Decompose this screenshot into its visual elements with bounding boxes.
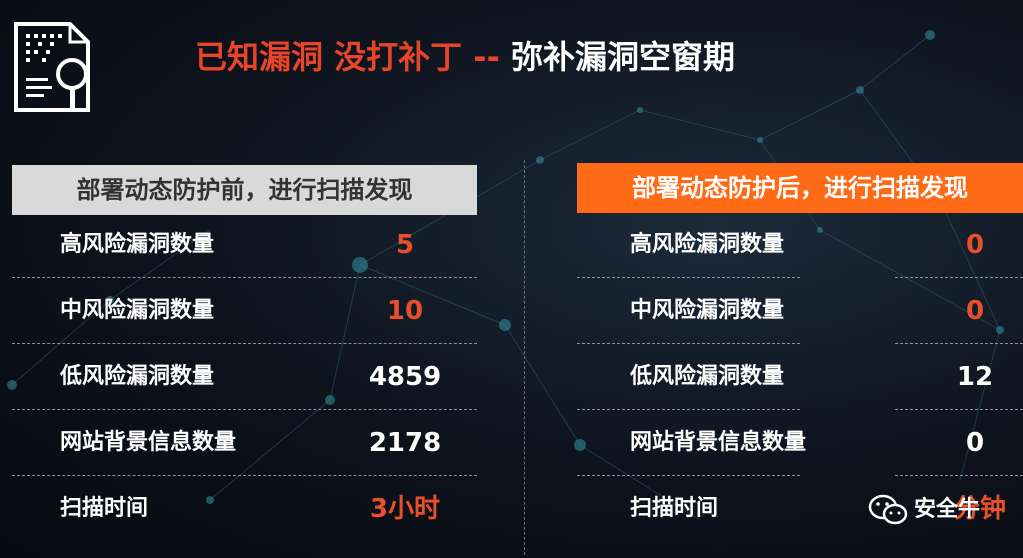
after-panel-header: 部署动态防护后，进行扫描发现 [577,163,1023,213]
row-label: 低风险漏洞数量 [630,364,785,389]
row-value: 分钟 [953,494,1006,524]
after-row-site-info: 网站背景信息数量 0 [577,410,1023,476]
row-divider [12,277,477,278]
watermark-text: 安全牛 [914,497,981,522]
row-value: 0 [965,428,985,458]
row-divider [12,343,477,344]
row-divider [895,409,1023,410]
before-row-medium-risk: 中风险漏洞数量 10 [12,278,480,344]
after-row-scan-time: 扫描时间 分钟 [630,476,1020,542]
wechat-icon [868,494,908,525]
after-row-medium-risk: 中风险漏洞数量 0 [577,278,1023,344]
before-row-high-risk: 高风险漏洞数量 5 [12,212,480,278]
row-value: 2178 [368,428,442,458]
row-value: 0 [965,230,985,260]
row-value: 12 [956,362,994,392]
title-highlight: 已知漏洞 没打补丁 [195,38,463,76]
before-row-low-risk: 低风险漏洞数量 4859 [12,344,480,410]
row-label: 低风险漏洞数量 [60,364,215,389]
after-row-low-risk: 低风险漏洞数量 12 [577,344,1023,410]
row-label: 高风险漏洞数量 [60,232,215,257]
row-value: 3小时 [369,494,441,524]
before-panel-header: 部署动态防护前，进行扫描发现 [12,165,477,215]
row-label: 中风险漏洞数量 [60,298,215,323]
watermark: 安全牛 [868,490,980,530]
before-row-scan-time: 扫描时间 3小时 [60,476,480,542]
row-label: 扫描时间 [60,496,149,521]
row-label: 扫描时间 [630,496,719,521]
row-label: 中风险漏洞数量 [630,298,785,323]
row-label: 网站背景信息数量 [60,430,237,455]
row-divider [577,277,800,278]
row-value: 10 [386,296,424,326]
row-divider [577,475,800,476]
row-value: 4859 [368,362,442,392]
row-value: 5 [395,230,415,260]
page-title: 已知漏洞 没打补丁 -- 弥补漏洞空窗期 [195,32,735,78]
title-rest: 弥补漏洞空窗期 [511,38,736,76]
row-label: 网站背景信息数量 [630,430,807,455]
row-label: 高风险漏洞数量 [630,232,785,257]
row-divider [895,343,1023,344]
row-divider [577,409,800,410]
row-divider [577,343,800,344]
row-divider [895,277,1023,278]
panel-divider [524,160,525,555]
before-row-site-info: 网站背景信息数量 2178 [12,410,480,476]
row-divider [895,475,1023,476]
document-search-icon [14,22,90,112]
row-value: 0 [965,296,985,326]
row-divider [12,409,477,410]
row-divider [12,475,477,476]
title-separator: -- [462,38,511,76]
after-row-high-risk: 高风险漏洞数量 0 [577,212,1023,278]
